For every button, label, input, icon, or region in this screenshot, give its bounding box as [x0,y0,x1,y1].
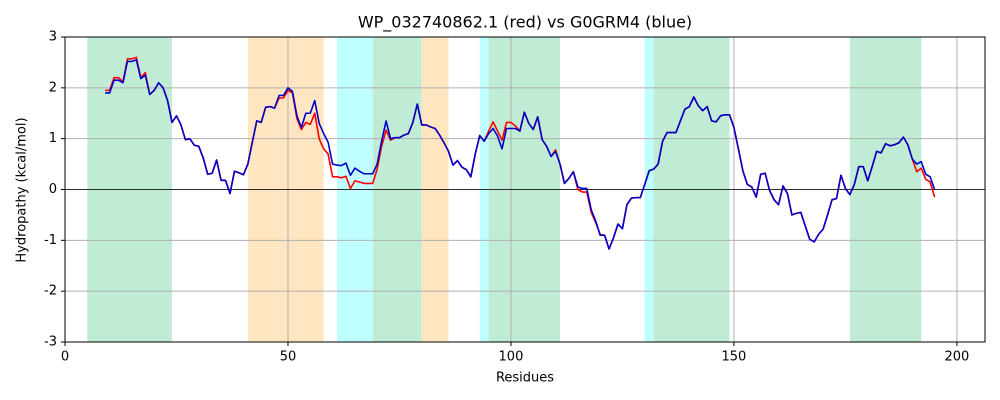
y-axis-label: Hydropathy (kcal/mol) [15,117,30,262]
y-tick-label: 3 [49,30,57,45]
y-tick-label: 2 [49,80,57,95]
x-tick-label: 50 [280,350,297,365]
y-tick-label: -1 [44,233,57,248]
plot-frame [64,36,986,343]
line-series [105,59,936,250]
x-axis-label: Residues [496,371,554,386]
y-tick-label: 0 [49,182,57,197]
chart-title: WP_032740862.1 (red) vs G0GRM4 (blue) [358,13,692,33]
x-tick-label: 150 [722,350,747,365]
y-tick-label: -2 [44,284,57,299]
x-tick-label: 200 [944,350,969,365]
y-tick-label: 1 [49,131,57,146]
y-tick-label: -3 [44,335,57,350]
x-tick-label: 100 [499,350,524,365]
x-tick-label: 0 [61,350,69,365]
